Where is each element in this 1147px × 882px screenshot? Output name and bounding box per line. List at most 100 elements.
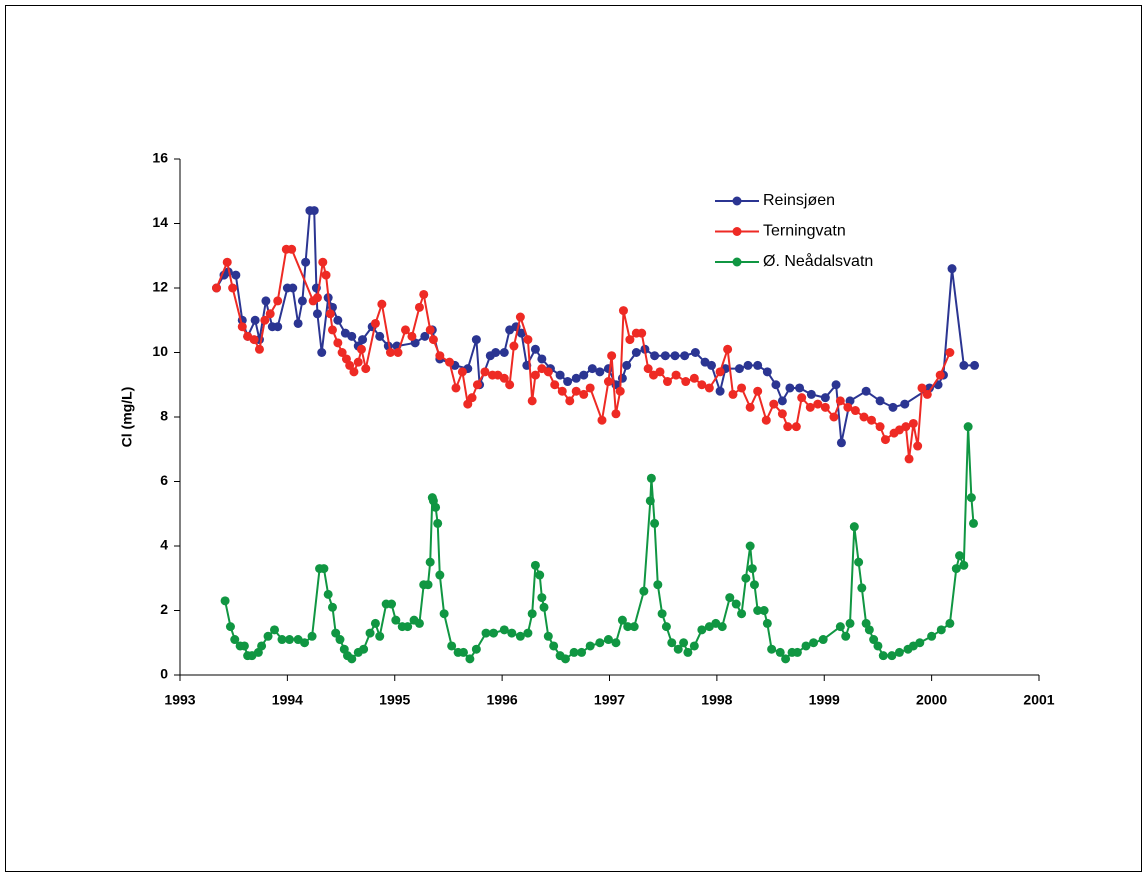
data-point <box>491 348 501 357</box>
data-point <box>285 635 295 645</box>
data-point <box>969 518 979 528</box>
data-point <box>715 386 725 396</box>
data-point <box>917 383 927 393</box>
data-point <box>650 518 660 528</box>
data-point <box>385 348 395 357</box>
data-point <box>737 383 747 393</box>
data-point <box>249 335 259 345</box>
data-point <box>829 412 839 422</box>
data-point <box>228 283 238 293</box>
data-point <box>715 367 725 377</box>
data-point <box>745 541 755 551</box>
data-point <box>359 644 369 654</box>
data-point <box>841 631 851 641</box>
data-point <box>301 257 311 267</box>
data-point <box>445 357 455 367</box>
data-point <box>465 654 475 664</box>
data-point <box>904 454 914 464</box>
data-point <box>317 348 327 357</box>
data-point <box>467 393 477 403</box>
data-point <box>321 270 331 280</box>
data-point <box>653 580 663 590</box>
data-point <box>273 296 283 306</box>
data-point <box>650 351 660 361</box>
data-point <box>945 348 955 357</box>
data-point <box>457 367 467 377</box>
data-point <box>287 244 297 254</box>
data-point <box>617 373 627 383</box>
data-point <box>293 318 303 328</box>
data-point <box>767 644 777 654</box>
data-point <box>515 312 525 322</box>
data-point <box>777 409 787 419</box>
data-point <box>433 518 443 528</box>
data-point <box>617 615 627 625</box>
data-point <box>791 422 801 432</box>
data-point <box>300 638 310 648</box>
data-point <box>900 399 910 409</box>
data-point <box>435 570 445 580</box>
series-line <box>224 426 975 661</box>
data-point <box>643 364 653 374</box>
data-point <box>836 438 846 448</box>
data-point <box>947 264 957 274</box>
data-point <box>579 389 589 399</box>
data-point <box>585 383 595 393</box>
data-point <box>809 638 819 648</box>
data-point <box>370 618 380 628</box>
legend-marker <box>732 196 742 206</box>
data-point <box>507 628 517 638</box>
data-point <box>690 348 700 357</box>
data-point <box>843 402 853 412</box>
data-point <box>731 599 741 609</box>
data-point <box>557 386 567 396</box>
data-point <box>850 406 860 416</box>
data-point <box>375 631 385 641</box>
data-point <box>762 618 772 628</box>
data-point <box>878 651 888 661</box>
data-point <box>955 551 965 561</box>
y-tick-label: 12 <box>152 279 168 295</box>
data-point <box>622 360 632 370</box>
data-point <box>222 257 232 267</box>
data-point <box>297 296 307 306</box>
data-point <box>489 628 499 638</box>
data-point <box>212 283 222 293</box>
data-point <box>888 402 898 412</box>
data-point <box>353 357 363 367</box>
data-point <box>697 625 707 635</box>
data-point <box>667 638 677 648</box>
data-point <box>611 409 621 419</box>
data-point <box>683 647 693 657</box>
data-point <box>689 373 699 383</box>
data-point <box>230 635 240 645</box>
data-point <box>370 318 380 328</box>
data-point <box>859 412 869 422</box>
data-point <box>435 351 445 361</box>
data-point <box>563 377 573 387</box>
data-point <box>387 599 397 609</box>
data-point <box>375 331 385 341</box>
data-point <box>261 296 271 306</box>
data-point <box>571 373 581 383</box>
x-tick-label: 1999 <box>809 692 840 708</box>
data-point <box>723 344 733 354</box>
data-point <box>661 622 671 632</box>
data-point <box>425 557 435 567</box>
data-point <box>250 315 260 325</box>
data-point <box>527 609 537 619</box>
data-point <box>595 367 605 377</box>
data-point <box>323 589 333 599</box>
data-point <box>391 615 401 625</box>
data-point <box>707 360 717 370</box>
x-tick-label: 1996 <box>487 692 518 708</box>
data-point <box>577 647 587 657</box>
data-point <box>393 348 403 357</box>
data-point <box>845 618 855 628</box>
data-point <box>963 422 973 432</box>
data-point <box>759 606 769 615</box>
data-point <box>585 641 595 651</box>
data-point <box>777 396 787 406</box>
data-point <box>530 370 540 380</box>
